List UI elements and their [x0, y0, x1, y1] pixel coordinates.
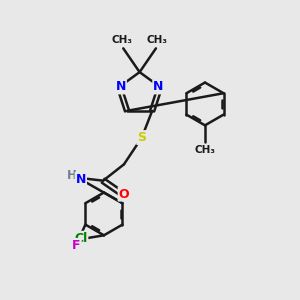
Text: N: N	[116, 80, 126, 93]
Text: CH₃: CH₃	[111, 35, 132, 45]
Text: O: O	[118, 188, 129, 201]
Text: Cl: Cl	[74, 232, 87, 245]
Text: N: N	[153, 80, 164, 93]
Text: H: H	[66, 169, 76, 182]
Text: N: N	[76, 173, 86, 186]
Text: CH₃: CH₃	[147, 35, 168, 45]
Text: CH₃: CH₃	[194, 145, 215, 155]
Text: F: F	[72, 239, 81, 252]
Text: S: S	[137, 131, 146, 144]
